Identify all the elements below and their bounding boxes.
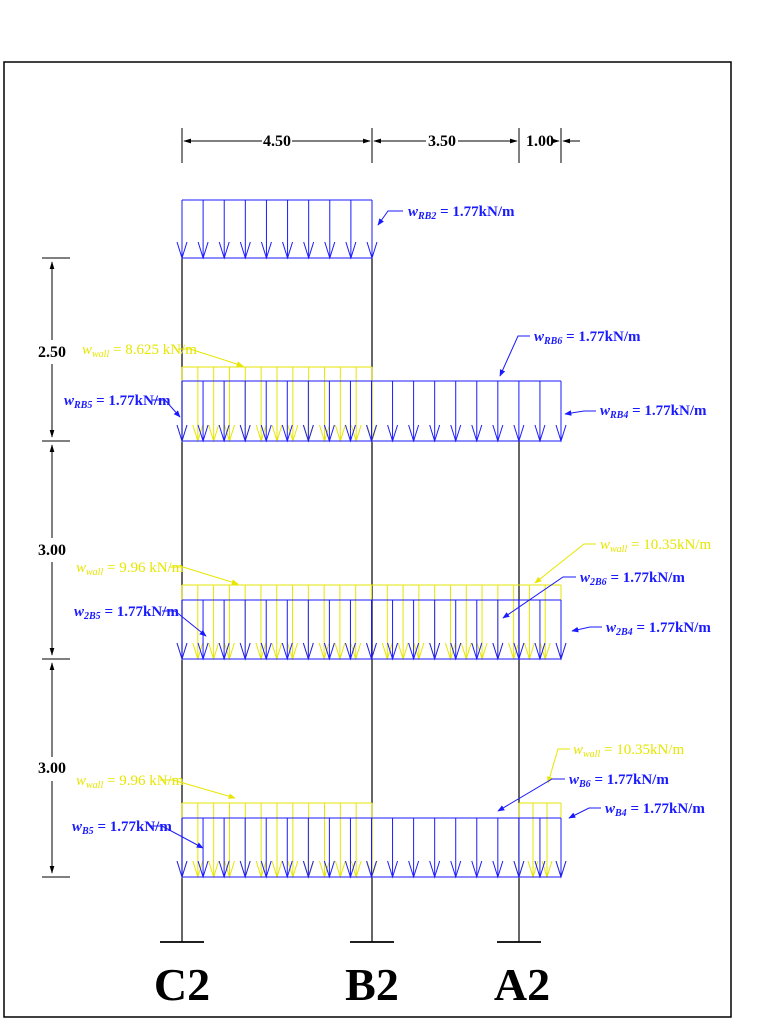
span-label-2: 3.50	[428, 133, 456, 150]
load-label-l2-wall-right: wwall = 10.35kN/m	[600, 537, 711, 555]
drawing-border	[3, 61, 732, 1018]
storey-height-1: 2.50	[38, 344, 66, 361]
leader-lines	[149, 210, 602, 849]
load-label-roof-wall: wwall = 8.625 kN/m	[82, 342, 197, 360]
span-label-3: 1.00	[526, 133, 554, 150]
load-label-l1-wall-left: wwall = 9.96 kN/m	[76, 773, 184, 791]
load-label-b4: wB4 = 1.77kN/m	[605, 801, 705, 819]
load-rb2	[176, 199, 378, 260]
load-label-rb5: wRB5 = 1.77kN/m	[64, 393, 171, 411]
load-rb-beams	[176, 380, 567, 443]
load-label-rb6: wRB6 = 1.77kN/m	[534, 329, 641, 347]
load-label-2b5: w2B5 = 1.77kN/m	[74, 604, 179, 622]
load-label-2b6: w2B6 = 1.77kN/m	[580, 570, 685, 588]
column-label-b2: B2	[345, 959, 399, 1010]
storey-height-2: 3.00	[38, 542, 66, 559]
span-dimensions	[181, 128, 580, 163]
load-label-b6: wB6 = 1.77kN/m	[569, 772, 669, 790]
load-label-rb4: wRB4 = 1.77kN/m	[600, 403, 707, 421]
load-label-b5: wB5 = 1.77kN/m	[72, 819, 172, 837]
load-label-rb2: wRB2 = 1.77kN/m	[408, 204, 515, 222]
span-label-1: 4.50	[263, 133, 291, 150]
storey-height-3: 3.00	[38, 760, 66, 777]
column-label-a2: A2	[494, 959, 550, 1010]
load-l2-beams	[176, 599, 567, 661]
load-label-l2-wall-left: wwall = 9.96 kN/m	[76, 560, 184, 578]
storey-dimensions	[42, 257, 70, 878]
load-l1-beams	[176, 817, 567, 879]
load-label-2b4: w2B4 = 1.77kN/m	[606, 620, 711, 638]
load-label-l1-wall-right: wwall = 10.35kN/m	[573, 742, 684, 760]
column-label-c2: C2	[154, 959, 210, 1010]
load-diagrams	[176, 199, 567, 879]
